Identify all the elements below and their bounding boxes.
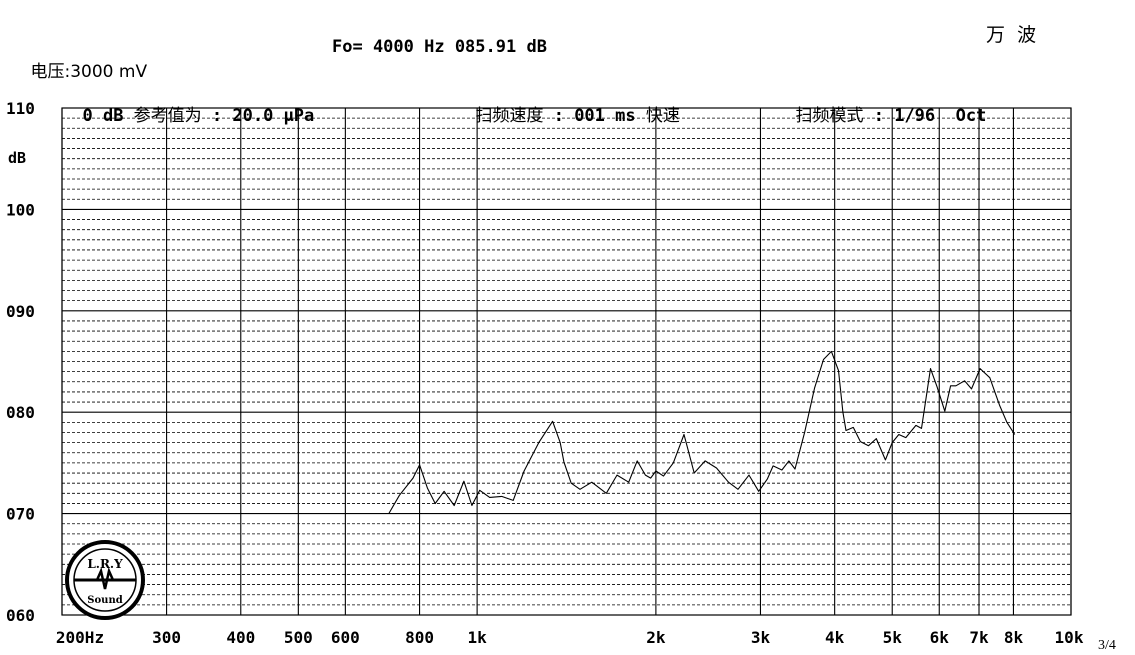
y-tick-label: 110: [6, 99, 35, 118]
sweep-speed-mode: 快速: [645, 106, 680, 126]
x-tick-label: 400: [226, 628, 255, 647]
y-tick-label: 060: [6, 606, 35, 625]
ref-label: 参考值为: [133, 106, 202, 126]
minor-gridlines: [62, 117, 1071, 606]
series-layer: [388, 350, 1016, 514]
x-tick-label: 800: [405, 628, 434, 647]
x-axis-labels: 200Hz 300 400 500 600 800 1k 2k 3k 4k 5k 6k 7k 8k 10k: [56, 628, 1084, 647]
ref-value: : 20.0 μPa: [201, 106, 315, 126]
x-tick-label: 10k: [1055, 628, 1084, 647]
fo-readout: Fo= 4000 Hz 085.91 dB: [332, 37, 547, 57]
x-tick-label: 8k: [1004, 628, 1024, 647]
logo-badge: L.R.Y Sound: [65, 540, 145, 620]
x-tick-label: 200Hz: [56, 628, 104, 647]
x-tick-label: 6k: [930, 628, 950, 647]
y-axis-labels: 110 100 090 080 070 060 dB: [6, 99, 35, 625]
ref-prefix: 0 dB: [82, 106, 134, 126]
sweep-speed-value: : 001 ms: [543, 106, 646, 126]
x-tick-label: 3k: [751, 628, 771, 647]
y-tick-label: 070: [6, 505, 35, 524]
logo-top-text: L.R.Y: [87, 557, 123, 571]
x-tick-label: 600: [331, 628, 360, 647]
sweep-speed-label: 扫频速度: [475, 106, 544, 126]
sweep-speed: 扫频速度 : 001 ms 快速: [455, 81, 680, 126]
x-tick-label: 300: [152, 628, 181, 647]
reference-info: 0 dB 参考值为 : 20.0 μPa: [62, 81, 314, 126]
x-tick-label: 500: [284, 628, 313, 647]
logo-bottom-text: Sound: [87, 595, 122, 606]
page-number: 3/4: [1098, 638, 1116, 653]
x-tick-label: 4k: [825, 628, 845, 647]
y-tick-label: 100: [6, 200, 35, 219]
y-axis-unit-label: dB: [8, 149, 26, 167]
response-curve: [388, 350, 1016, 514]
sweep-mode: 扫频模式 : 1/96 Oct: [775, 81, 986, 126]
voltage-text: 电压:3000 mV: [30, 62, 148, 82]
y-tick-label: 080: [6, 403, 35, 422]
corner-text: 万 波: [986, 24, 1037, 46]
x-tick-label: 2k: [646, 628, 666, 647]
y-tick-label: 090: [6, 302, 35, 321]
plot-frame: [61, 107, 1072, 616]
sweep-mode-label: 扫频模式: [795, 106, 864, 126]
x-tick-label: 1k: [467, 628, 487, 647]
voltage-readout: 电压:3000 mV: [10, 37, 147, 82]
x-tick-label: 7k: [969, 628, 989, 647]
x-tick-label: 5k: [883, 628, 903, 647]
